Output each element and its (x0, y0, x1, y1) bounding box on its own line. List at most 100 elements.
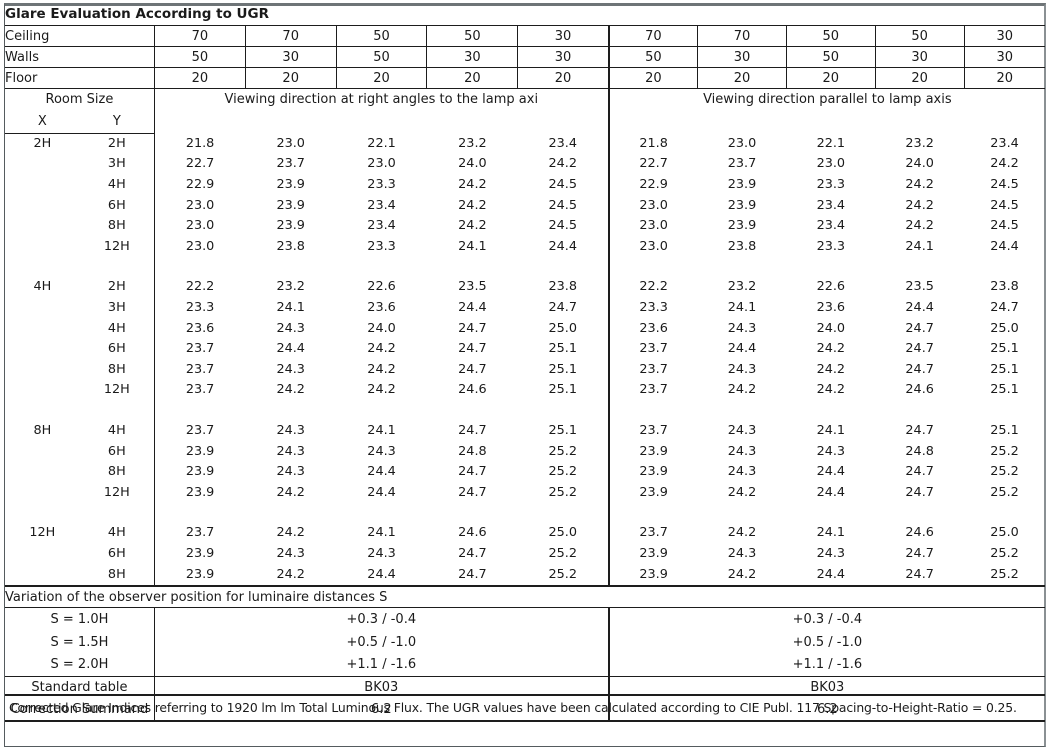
ugr-value: 24.7 (905, 484, 934, 500)
ugr-value: 25.1 (548, 423, 578, 439)
footer-separator (5, 694, 1045, 696)
ugr-value: 23.3 (816, 238, 846, 254)
ugr-value: 23.9 (727, 197, 757, 213)
room-size-y-value: 8H (107, 361, 126, 377)
reflectance-value: 20 (244, 67, 337, 89)
ugr-value: 23.5 (905, 279, 934, 295)
ugr-value: 24.0 (816, 320, 846, 336)
ugr-value: 25.2 (548, 484, 578, 500)
gap-cell (698, 504, 787, 524)
ugr-value: 23.8 (990, 279, 1019, 295)
ugr-value: 24.0 (905, 156, 934, 172)
ugr-value: 23.9 (153, 482, 246, 504)
ugr-value: 25.1 (548, 341, 578, 357)
ugr-value: 24.1 (458, 238, 487, 254)
ugr-value: 24.2 (458, 177, 487, 193)
reflectance-value: 50 (874, 25, 965, 47)
room-size-x-value (5, 155, 80, 176)
gap-cell (80, 401, 155, 421)
room-size-x-value (5, 565, 80, 587)
ugr-value: 25.2 (548, 443, 578, 459)
ugr-value: 24.2 (548, 156, 578, 172)
ugr-value: 24.2 (905, 177, 934, 193)
reflectance-row: Ceiling 70 70 50 50 30 70 70 50 50 30 (5, 25, 1045, 47)
ugr-value: 25.2 (990, 464, 1019, 480)
ugr-value: 23.0 (607, 236, 698, 258)
variation-row: S = 1.5H +0.5 / -1.0 +0.5 / -1.0 (5, 630, 1045, 654)
table-body: Glare Evaluation According to UGR Ceiling… (5, 4, 1045, 722)
room-size-y-value: 12H (103, 382, 130, 398)
gap-cell (153, 401, 246, 422)
ugr-value: 24.1 (276, 300, 305, 316)
reflectance-value: 30 (426, 46, 518, 68)
ugr-value: 25.2 (990, 545, 1019, 561)
ugr-value: 21.8 (607, 133, 698, 155)
gap-cell (518, 401, 609, 421)
gap-cell (5, 504, 80, 524)
variation-row: S = 2.0H +1.1 / -1.6 +1.1 / -1.6 (5, 653, 1045, 677)
room-size-header: Room Size (45, 92, 114, 107)
room-size-x-value (5, 462, 80, 483)
gap-cell (336, 401, 427, 421)
ugr-value: 24.3 (276, 545, 305, 561)
reflectance-value: 30 (244, 46, 337, 68)
ugr-value: 23.7 (153, 359, 246, 381)
ugr-value: 24.4 (990, 238, 1019, 254)
gap-cell (153, 503, 246, 524)
ugr-value: 24.7 (905, 341, 934, 357)
reflectance-value: 30 (697, 46, 787, 68)
room-size-y-value: 4H (107, 320, 126, 336)
ugr-value: 23.7 (607, 339, 698, 360)
gap-cell (786, 504, 875, 524)
room-size-y-value: 8H (107, 566, 126, 582)
gap-cell (786, 258, 875, 278)
ugr-value: 24.1 (816, 423, 846, 439)
ugr-value: 24.4 (816, 484, 846, 500)
ugr-value: 23.0 (607, 195, 698, 217)
room-size-x-value (5, 381, 80, 402)
ugr-value: 25.0 (548, 525, 578, 541)
ugr-value: 23.4 (816, 197, 846, 213)
ugr-value: 24.8 (905, 443, 934, 459)
reflectance-value: 20 (153, 67, 246, 89)
ugr-value: 24.2 (727, 382, 757, 398)
ugr-value: 24.7 (458, 566, 487, 582)
room-size-x-value (5, 483, 80, 504)
ugr-value: 23.3 (607, 298, 698, 319)
block-gap-row (5, 401, 1045, 422)
ugr-value: 24.3 (727, 423, 757, 439)
standard-value-parallel: 6.2 (607, 698, 1045, 722)
ugr-value: 24.2 (276, 382, 305, 398)
ugr-value: 23.9 (607, 544, 698, 565)
room-size-x-value: 2H (33, 135, 52, 151)
ugr-value: 24.2 (367, 361, 396, 377)
gap-cell (518, 258, 609, 278)
room-size-y-value: 6H (107, 545, 126, 561)
reflectance-label: Walls (5, 46, 155, 68)
room-size-y-value: 6H (107, 341, 126, 357)
standard-row: Correction Summand 6.2 6.2 (5, 698, 1045, 722)
ugr-value: 23.7 (153, 421, 246, 442)
gap-cell (336, 504, 427, 524)
gap-cell (875, 258, 964, 278)
room-size-y-value: 2H (107, 279, 126, 295)
gap-cell (153, 257, 246, 278)
ugr-value: 24.7 (905, 545, 934, 561)
reflectance-value: 70 (697, 25, 787, 47)
ugr-value: 23.6 (367, 300, 396, 316)
reflectance-value: 20 (697, 67, 787, 89)
ugr-value: 23.9 (607, 482, 698, 504)
ugr-value: 23.7 (153, 380, 246, 402)
ugr-value: 24.4 (727, 341, 757, 357)
ugr-value: 24.0 (367, 320, 396, 336)
ugr-value: 25.0 (990, 320, 1019, 336)
gap-cell (80, 504, 155, 524)
table-title-row: Glare Evaluation According to UGR (5, 4, 1045, 26)
reflectance-value: 50 (153, 46, 246, 68)
room-size-x-value: 4H (33, 279, 52, 295)
standard-label: Standard table (31, 680, 128, 696)
ugr-value: 24.1 (367, 525, 396, 541)
gap-cell (336, 258, 427, 278)
ugr-value: 24.4 (905, 300, 934, 316)
